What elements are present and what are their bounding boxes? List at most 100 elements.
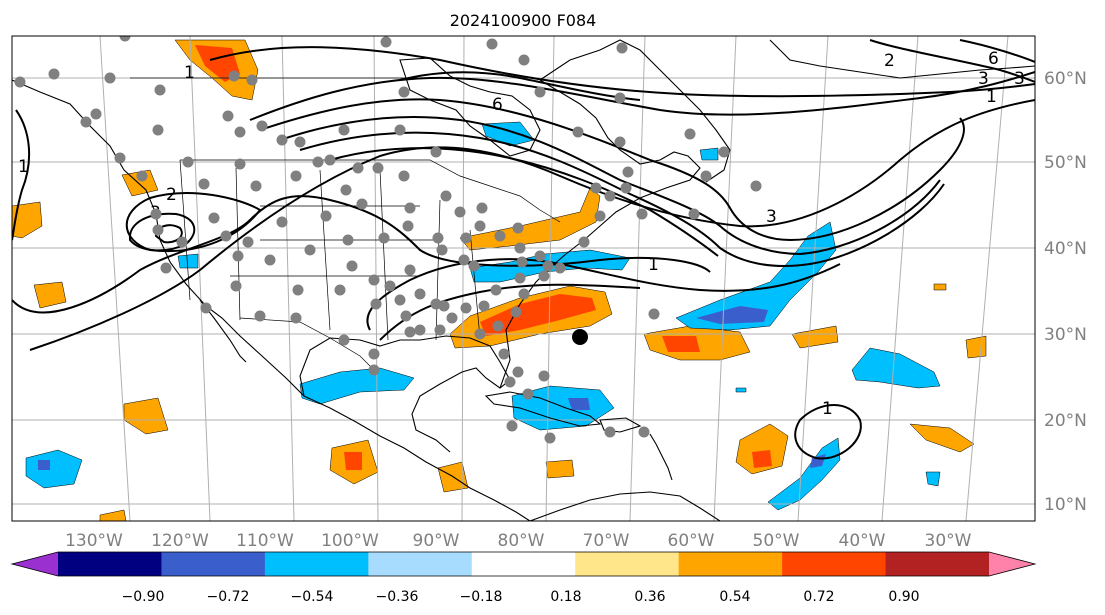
station-dot xyxy=(48,68,60,80)
station-dot xyxy=(220,230,232,242)
contour-line xyxy=(249,71,1035,121)
colorbar-segment xyxy=(264,552,369,576)
station-dot xyxy=(208,212,220,224)
station-dot xyxy=(492,320,504,332)
station-dot xyxy=(398,86,410,98)
colorbar-segment xyxy=(885,552,990,576)
shade-blue xyxy=(299,367,415,405)
station-dot xyxy=(234,126,246,138)
station-dot xyxy=(136,170,148,182)
lat-label: 50°N xyxy=(1044,153,1087,173)
political-borders xyxy=(130,77,561,373)
shade-blue xyxy=(25,449,83,489)
lat-label: 60°N xyxy=(1044,69,1087,89)
contour-line xyxy=(12,195,711,314)
station-dot xyxy=(264,254,276,266)
station-dot xyxy=(446,312,458,324)
station-dot xyxy=(414,324,426,336)
lon-label: 120°W xyxy=(151,531,209,551)
lon-label: 30°W xyxy=(925,531,972,551)
station-dot xyxy=(620,182,632,194)
colorbar-extend-high xyxy=(989,552,1035,576)
station-dot xyxy=(398,170,410,182)
station-dot xyxy=(222,110,234,122)
station-dot xyxy=(250,180,262,192)
station-dot xyxy=(436,244,448,256)
station-dot xyxy=(230,280,242,292)
contour-label: 1 xyxy=(822,399,833,419)
contour-line xyxy=(399,71,641,101)
contour-label: 1 xyxy=(648,255,659,275)
colorbar-segment xyxy=(678,552,783,576)
contour-line xyxy=(128,212,196,252)
station-dot xyxy=(228,70,240,82)
shade-orange xyxy=(735,423,789,475)
station-dot xyxy=(292,284,304,296)
station-dot xyxy=(494,230,506,242)
colorbar-outline xyxy=(10,551,1037,577)
station-dot xyxy=(234,158,246,170)
shade-orange xyxy=(12,201,43,239)
station-dot xyxy=(346,260,358,272)
station-dot xyxy=(150,208,162,220)
station-dot xyxy=(198,178,210,190)
station-dot xyxy=(119,36,131,42)
contour-label: 2 xyxy=(166,185,177,205)
contour-line xyxy=(329,147,719,257)
station-dot xyxy=(636,208,648,220)
station-dot xyxy=(340,184,352,196)
station-dot xyxy=(506,420,518,432)
station-dot xyxy=(440,190,452,202)
station-dot xyxy=(474,220,486,232)
station-dot xyxy=(460,232,472,244)
south-america-north xyxy=(529,491,721,521)
station-dot xyxy=(154,84,166,96)
contour-label: 1 xyxy=(184,63,195,83)
station-dot xyxy=(516,256,528,268)
station-dot xyxy=(538,370,550,382)
station-dot xyxy=(590,182,602,194)
lon-label: 90°W xyxy=(413,531,460,551)
contour-label: 3 xyxy=(978,69,989,89)
contours xyxy=(12,39,1035,460)
station-dot xyxy=(518,288,530,300)
station-dot xyxy=(368,274,380,286)
colorbar-tick-label: −0.90 xyxy=(122,589,165,605)
colorbar-tick-label: 0.72 xyxy=(803,589,834,605)
station-dot xyxy=(750,180,762,192)
station-dot xyxy=(622,166,634,178)
station-dot xyxy=(312,156,324,168)
station-dot xyxy=(454,206,466,218)
station-dot xyxy=(614,136,626,148)
station-dot xyxy=(604,426,616,438)
station-dot xyxy=(544,432,556,444)
station-dot xyxy=(338,124,350,136)
shade-blue xyxy=(925,471,941,487)
station-dot xyxy=(320,210,332,222)
station-dot xyxy=(290,312,302,324)
station-dot xyxy=(394,294,406,306)
station-dot xyxy=(152,224,164,236)
station-dot xyxy=(578,236,590,248)
shade-red xyxy=(662,336,700,352)
colorbar-tick-label: −0.36 xyxy=(376,589,419,605)
colorbar-segment xyxy=(471,552,576,576)
station-dot xyxy=(380,36,392,48)
station-dot xyxy=(718,146,730,158)
shade-blue xyxy=(851,347,941,389)
station-dot xyxy=(414,288,426,300)
shade-orange xyxy=(33,281,67,309)
station-dot xyxy=(232,250,244,262)
map-area: 1 2 3 6 2 3 1 6 3 1 1 3 1 xyxy=(12,36,1035,521)
station-dot xyxy=(304,244,316,256)
lon-label: 40°W xyxy=(839,531,886,551)
lon-label: 60°W xyxy=(668,531,715,551)
station-dot xyxy=(370,298,382,310)
shade-blue xyxy=(481,121,535,147)
station-dot xyxy=(404,202,416,214)
station-dot xyxy=(338,334,350,346)
lon-label: 110°W xyxy=(236,531,294,551)
colorbar-tick-label: 0.54 xyxy=(719,589,750,605)
shade-orange xyxy=(791,325,839,349)
shade-blue xyxy=(699,147,719,161)
